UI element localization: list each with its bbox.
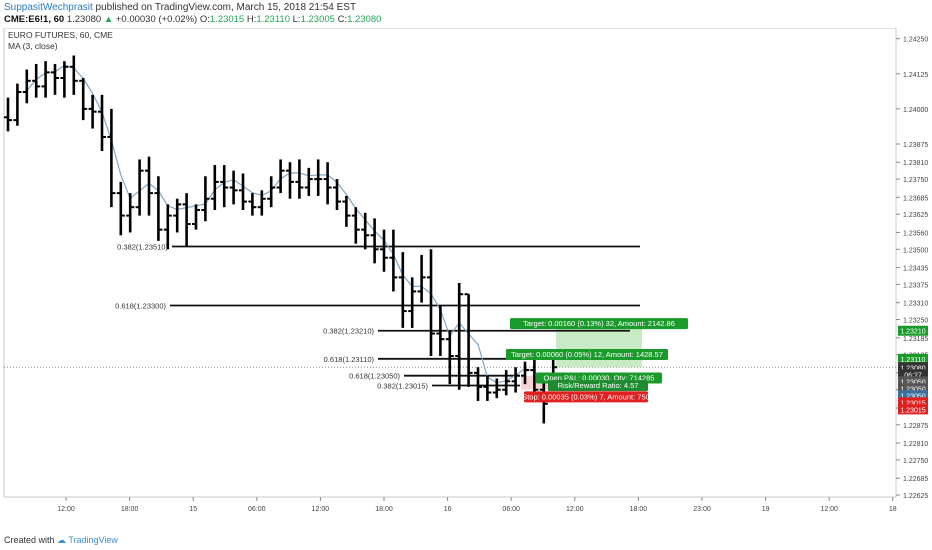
low-label: L: bbox=[292, 14, 301, 25]
high-label: H: bbox=[246, 14, 257, 25]
symbol: CME:E6!1, 60 bbox=[4, 14, 65, 25]
price-tag-bg bbox=[898, 325, 928, 336]
open-value: 1.23015 bbox=[209, 14, 245, 25]
price-tag: 1.23015 bbox=[900, 400, 925, 407]
y-tick-label: 1.23625 bbox=[903, 212, 928, 219]
y-tick-label: 1.24125 bbox=[903, 72, 928, 79]
y-tick-label: 1.22685 bbox=[903, 476, 928, 483]
x-tick-label: 18:00 bbox=[121, 506, 139, 513]
price-chart[interactable]: EURO FUTURES, 60, CME MA (3, close) 0.38… bbox=[0, 28, 932, 538]
position-labels: Target: 0.00160 (0.13%) 32, Amount: 2142… bbox=[506, 318, 688, 403]
x-tick-label: 19 bbox=[762, 506, 770, 513]
y-tick-label: 1.22875 bbox=[903, 423, 928, 430]
price-tag: 1.23050 bbox=[900, 386, 925, 393]
price-tag-bg bbox=[898, 383, 928, 394]
x-tick-label: 12:00 bbox=[57, 506, 75, 513]
x-tick-label: 16 bbox=[444, 506, 452, 513]
risk-reward-label: Risk/Reward Ratio: 4.57 bbox=[558, 381, 639, 390]
y-tick-label: 1.22625 bbox=[903, 493, 928, 500]
y-tick-label: 1.23875 bbox=[903, 142, 928, 149]
price-axis[interactable]: 1.24250 1.24125 1.24000 1.23875 1.23810 1.237… bbox=[896, 37, 928, 500]
last-price: 1.23080 bbox=[66, 14, 102, 25]
price-tag-bg bbox=[898, 390, 928, 401]
tradingview-logo-icon: ☁ bbox=[57, 535, 67, 545]
published-text: published on TradingView.com, March 15, … bbox=[92, 2, 357, 13]
close-value: 1.23080 bbox=[347, 14, 382, 25]
fib-label: 0.618(1.23050) bbox=[349, 372, 400, 381]
price-tag: 1.23050 bbox=[900, 393, 925, 400]
y-tick-label: 1.23310 bbox=[903, 301, 928, 308]
fib-label: 0.618(1.23300) bbox=[115, 301, 166, 310]
price-tag-bg bbox=[898, 362, 928, 373]
chart-title: EURO FUTURES, 60, CME bbox=[8, 30, 113, 40]
y-tick-label: 1.23185 bbox=[903, 336, 928, 343]
x-tick-label: 18 bbox=[889, 506, 897, 513]
low-value: 1.23005 bbox=[300, 14, 335, 25]
open-label: O: bbox=[199, 14, 210, 25]
publish-header: SuppasitWechprasit published on TradingV… bbox=[4, 2, 356, 14]
stop-label: Stop: 0.00035 (0.03%) 7, Amount: 750 bbox=[522, 392, 650, 401]
y-tick-label: 1.22810 bbox=[903, 441, 928, 448]
risk-reward-label-bg bbox=[548, 380, 648, 392]
ma-polyline bbox=[26, 64, 554, 384]
price-tag: 06:27 bbox=[904, 372, 922, 379]
target2-label-bg bbox=[506, 349, 668, 361]
target1-label: Target: 0.00160 (0.13%) 32, Amount: 2142… bbox=[523, 319, 675, 328]
fib-label: 0.382(1.23015) bbox=[377, 382, 428, 391]
plot-border bbox=[3, 28, 897, 498]
price-tag: 1.23080 bbox=[900, 365, 925, 372]
target2-label: Target: 0.00060 (0.05%) 12, Amount: 1428… bbox=[511, 350, 663, 359]
target1-label-bg bbox=[510, 318, 688, 330]
x-tick-label: 12:00 bbox=[312, 506, 330, 513]
open-pl-label: Open P&L: 0.00030, Qty: 714285 bbox=[544, 373, 655, 382]
up-arrow-icon: ▲ bbox=[103, 14, 114, 25]
x-tick-label: 23:00 bbox=[693, 506, 711, 513]
x-tick-label: 18:00 bbox=[375, 506, 393, 513]
x-tick-label: 15 bbox=[189, 506, 197, 513]
x-tick-label: 06:00 bbox=[502, 506, 520, 513]
y-tick-label: 1.23500 bbox=[903, 247, 928, 254]
fib-levels: 0.382(1.23510) 0.618(1.23300) 0.382(1.2321… bbox=[115, 242, 640, 391]
price-tag: 1.23050 bbox=[900, 379, 925, 386]
y-tick-label: 1.23375 bbox=[903, 282, 928, 289]
x-tick-label: 06:00 bbox=[248, 506, 266, 513]
target-zone bbox=[556, 325, 642, 368]
x-tick-label: 12:00 bbox=[820, 506, 838, 513]
x-tick-label: 12:00 bbox=[566, 506, 584, 513]
time-axis[interactable]: 12:00 18:00 15 06:00 12:00 18:00 16 06:00 12:00 1… bbox=[57, 497, 897, 513]
y-tick-label: 1.22750 bbox=[903, 458, 928, 465]
price-tag: 1.23110 bbox=[901, 357, 926, 364]
tradingview-brand[interactable]: TradingView bbox=[68, 535, 118, 545]
price-tag-bg bbox=[898, 376, 928, 387]
y-tick-label: 1.23750 bbox=[903, 177, 928, 184]
y-tick-label: 1.23685 bbox=[903, 195, 928, 202]
fib-label: 0.618(1.23110) bbox=[324, 355, 375, 364]
y-tick-label: 1.24250 bbox=[903, 37, 928, 44]
fib-label: 0.382(1.23210) bbox=[323, 327, 374, 336]
y-tick-label: 1.23250 bbox=[903, 318, 928, 325]
y-tick-label: 1.24000 bbox=[903, 107, 928, 114]
indicator-label: MA (3, close) bbox=[8, 41, 58, 51]
price-tag-bg bbox=[898, 353, 928, 364]
price-tag: 1.23015 bbox=[900, 407, 925, 414]
fib-label: 0.382(1.23510) bbox=[117, 242, 168, 251]
ticker-line: CME:E6!1, 60 1.23080 ▲ +0.00030 (+0.02%)… bbox=[4, 14, 381, 26]
price-tag-bg bbox=[898, 369, 928, 380]
created-with-text: Created with bbox=[4, 535, 55, 545]
y-tick-label: 1.23810 bbox=[903, 160, 928, 167]
y-tick-label: 1.23435 bbox=[903, 266, 928, 273]
close-label: C: bbox=[337, 14, 348, 25]
y-tick-label: 1.23560 bbox=[903, 230, 928, 237]
stop-label-bg bbox=[524, 391, 648, 403]
footer: Created with ☁ TradingView bbox=[4, 534, 118, 546]
ma-line bbox=[26, 64, 554, 384]
price-tag-bg bbox=[898, 397, 928, 408]
price-tag: 1.23210 bbox=[900, 329, 925, 336]
x-tick-label: 18:00 bbox=[630, 506, 648, 513]
price-tag-bg bbox=[898, 404, 928, 415]
change: +0.00030 (+0.02%) bbox=[115, 14, 198, 25]
author-link[interactable]: SuppasitWechprasit bbox=[4, 2, 93, 13]
high-value: 1.23110 bbox=[256, 14, 290, 25]
ohlc-bars bbox=[4, 55, 558, 424]
